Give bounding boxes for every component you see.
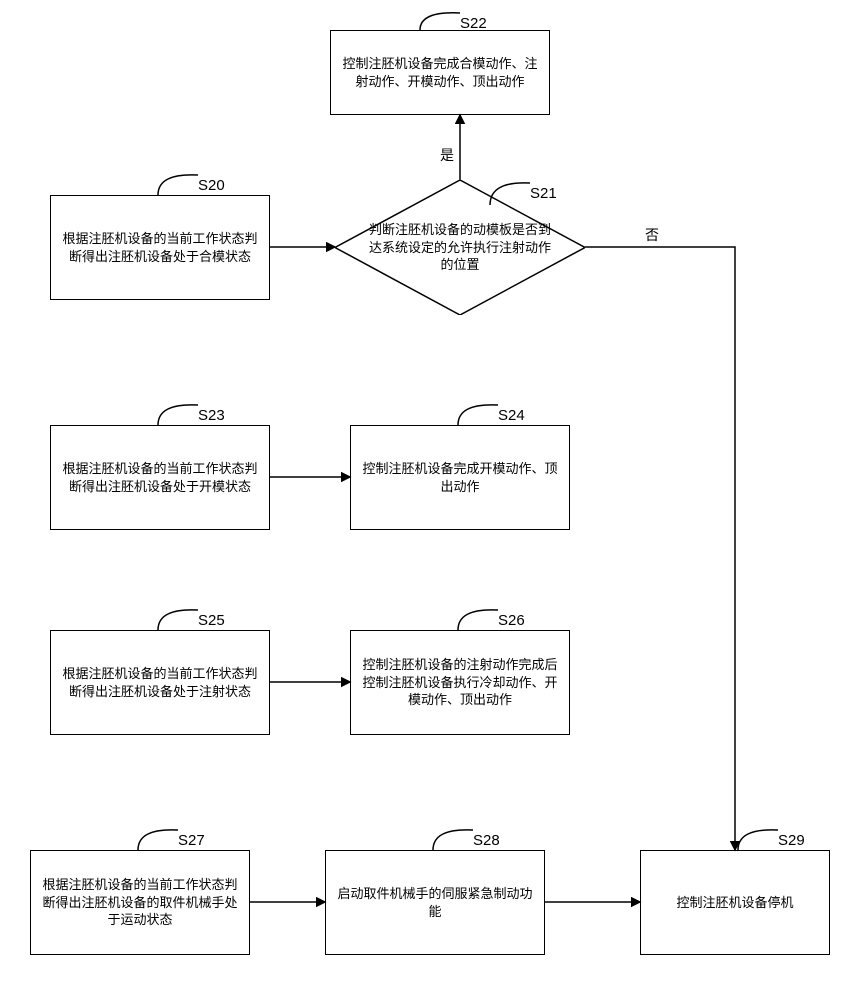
node-text-s27: 根据注胚机设备的当前工作状态判断得出注胚机设备的取件机械手处于运动状态 <box>37 876 243 929</box>
step-label-s28: S28 <box>473 832 500 849</box>
node-text-s26: 控制注胚机设备的注射动作完成后控制注胚机设备执行冷却动作、开模动作、顶出动作 <box>357 656 563 709</box>
step-label-s21: S21 <box>530 185 557 202</box>
flowchart-canvas: 控制注胚机设备完成合模动作、注射动作、开模动作、顶出动作 S22 根据注胚机设备的当… <box>0 0 854 1000</box>
step-label-s27: S27 <box>178 832 205 849</box>
node-text-s29: 控制注胚机设备停机 <box>676 894 793 912</box>
step-label-s24: S24 <box>498 407 525 424</box>
process-s29: 控制注胚机设备停机 <box>640 850 830 955</box>
process-s27: 根据注胚机设备的当前工作状态判断得出注胚机设备的取件机械手处于运动状态 <box>30 850 250 955</box>
process-s24: 控制注胚机设备完成开模动作、顶出动作 <box>350 425 570 530</box>
node-text-s24: 控制注胚机设备完成开模动作、顶出动作 <box>357 460 563 495</box>
process-s26: 控制注胚机设备的注射动作完成后控制注胚机设备执行冷却动作、开模动作、顶出动作 <box>350 630 570 735</box>
node-text-s25: 根据注胚机设备的当前工作状态判断得出注胚机设备处于注射状态 <box>57 665 263 700</box>
step-label-s29: S29 <box>778 832 805 849</box>
edge-label-yes: 是 <box>440 145 454 165</box>
process-s25: 根据注胚机设备的当前工作状态判断得出注胚机设备处于注射状态 <box>50 630 270 735</box>
step-label-s22: S22 <box>460 15 487 32</box>
node-text-s23: 根据注胚机设备的当前工作状态判断得出注胚机设备处于开模状态 <box>57 460 263 495</box>
process-s22: 控制注胚机设备完成合模动作、注射动作、开模动作、顶出动作 <box>330 30 550 115</box>
node-text-s22: 控制注胚机设备完成合模动作、注射动作、开模动作、顶出动作 <box>337 55 543 90</box>
process-s23: 根据注胚机设备的当前工作状态判断得出注胚机设备处于开模状态 <box>50 425 270 530</box>
step-label-s23: S23 <box>198 407 225 424</box>
node-text-s20: 根据注胚机设备的当前工作状态判断得出注胚机设备处于合模状态 <box>57 230 263 265</box>
process-s28: 启动取件机械手的伺服紧急制动功能 <box>325 850 545 955</box>
step-label-s26: S26 <box>498 612 525 629</box>
step-label-s20: S20 <box>198 177 225 194</box>
edge-s21-s29 <box>585 247 735 850</box>
edge-label-no: 否 <box>645 225 659 245</box>
process-s20: 根据注胚机设备的当前工作状态判断得出注胚机设备处于合模状态 <box>50 195 270 300</box>
node-text-s28: 启动取件机械手的伺服紧急制动功能 <box>332 885 538 920</box>
step-label-s25: S25 <box>198 612 225 629</box>
